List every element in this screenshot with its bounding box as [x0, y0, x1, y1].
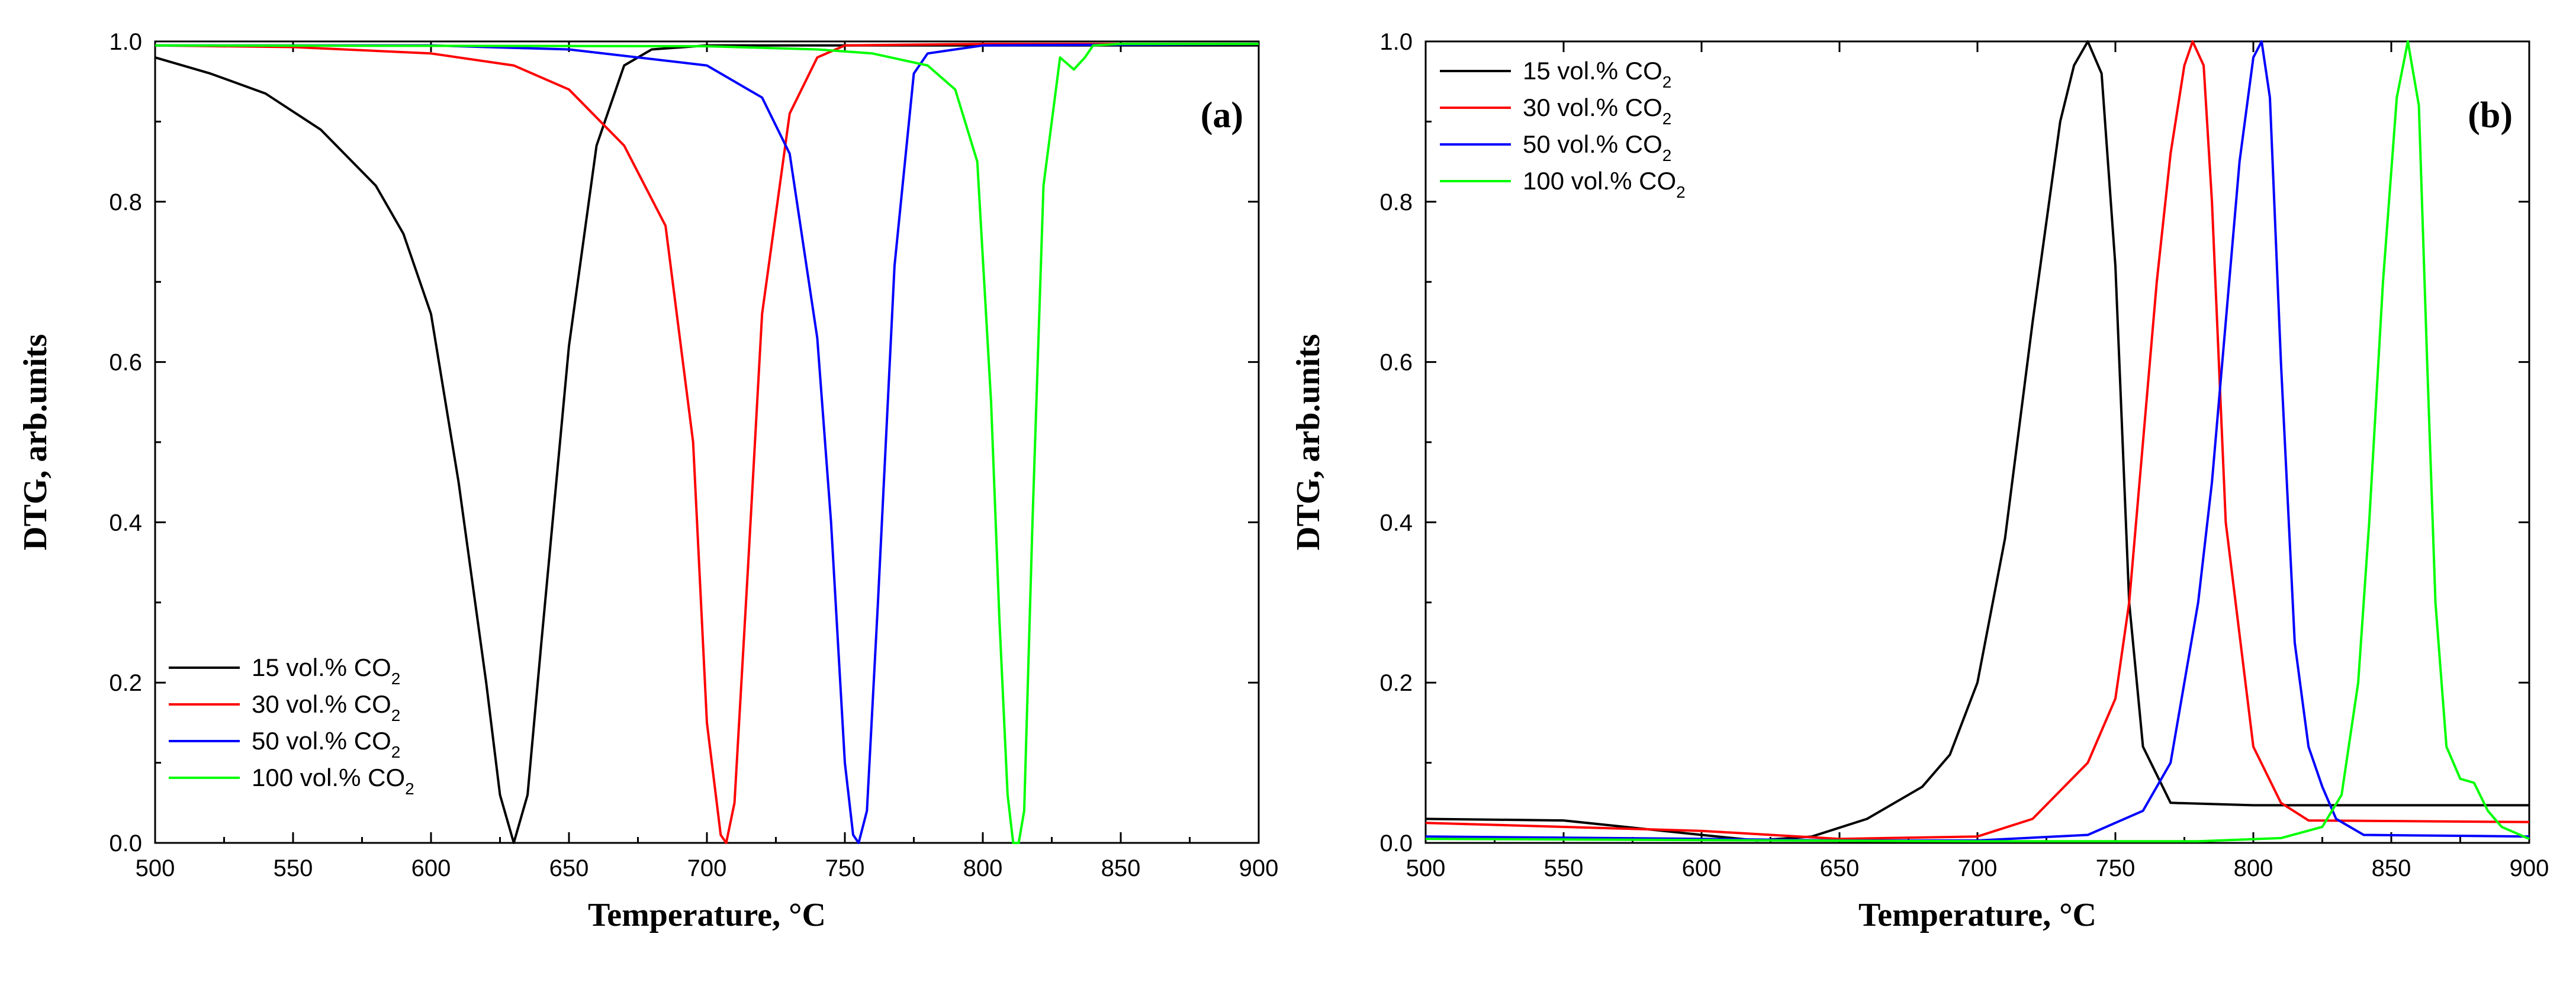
legend-label-1: 30 vol.% CO2 — [252, 690, 400, 725]
series-line-0 — [155, 44, 1259, 844]
panel-b: 500 550 600 650 700 750 800 850 900 0.0 0.2 0.4 0.6 0… — [1290, 29, 2549, 933]
series-line-1 — [1425, 40, 2530, 841]
x-tick-label: 850 — [1101, 855, 1141, 881]
y-tick-label: 0.4 — [1379, 510, 1413, 536]
legend-name: 50 vol.% CO — [252, 727, 391, 755]
legend-label-2: 50 vol.% CO2 — [1523, 130, 1671, 165]
y-tick-label: 1.0 — [109, 29, 142, 55]
legend-name: 15 vol.% CO — [252, 653, 391, 681]
legend-subscript: 2 — [391, 706, 401, 725]
legend-subscript: 2 — [1662, 73, 1672, 91]
legend-label-3: 100 vol.% CO2 — [1523, 167, 1686, 201]
series-line-0 — [1425, 40, 2529, 842]
plot-frame — [1424, 40, 2530, 844]
legend-subscript: 2 — [1676, 183, 1686, 201]
y-tick-label: 0.8 — [1379, 189, 1413, 215]
x-tick-label: 800 — [2234, 855, 2273, 881]
legend-label-0: 15 vol.% CO2 — [252, 653, 400, 688]
legend-subscript: 2 — [391, 669, 401, 688]
panel-a: 500 550 600 650 700 750 800 850 900 0.0 0.2 0.4 0.6 0… — [17, 29, 1278, 933]
x-tick-label: 900 — [2510, 855, 2549, 881]
x-tick-label: 700 — [1958, 855, 1998, 881]
x-axis-title: Temperature, °C — [588, 897, 826, 933]
y-tick-label: 0.2 — [109, 670, 142, 696]
legend-label-2: 50 vol.% CO2 — [252, 727, 400, 761]
x-tick-label: 800 — [963, 855, 1003, 881]
y-axis-title: DTG, arb.units — [1290, 334, 1327, 550]
x-tick-label: 500 — [136, 855, 175, 881]
x-tick-label: 750 — [2096, 855, 2136, 881]
legend-subscript: 2 — [1662, 110, 1672, 128]
x-tick-label: 550 — [274, 855, 313, 881]
legend-subscript: 2 — [1662, 146, 1672, 165]
legend-name: 30 vol.% CO — [1523, 94, 1662, 121]
series-line-1 — [155, 43, 1259, 844]
y-axis-title: DTG, arb.units — [17, 334, 54, 550]
legend-name: 15 vol.% CO — [1523, 57, 1662, 85]
y-tick-label: 0.8 — [109, 189, 142, 215]
x-tick-label: 700 — [687, 855, 727, 881]
x-tick-label: 900 — [1239, 855, 1279, 881]
y-tick-label: 0.2 — [1379, 670, 1413, 696]
y-tick-label: 0.0 — [1379, 830, 1413, 857]
legend-name: 30 vol.% CO — [252, 690, 391, 718]
legend-subscript: 2 — [405, 780, 414, 798]
x-tick-label: 550 — [1544, 855, 1584, 881]
legend-label-0: 15 vol.% CO2 — [1523, 57, 1671, 91]
y-tick-label: 0.0 — [109, 830, 142, 857]
series-line-2 — [155, 43, 1259, 844]
y-tick-label: 0.6 — [109, 350, 142, 376]
legend-name: 100 vol.% CO — [1523, 167, 1676, 195]
x-tick-label: 600 — [1682, 855, 1722, 881]
legend-name: 100 vol.% CO — [252, 764, 405, 791]
y-tick-label: 0.4 — [109, 510, 142, 536]
legend-label-1: 30 vol.% CO2 — [1523, 94, 1671, 128]
series-line-2 — [1425, 40, 2530, 842]
x-tick-label: 600 — [411, 855, 451, 881]
x-tick-label: 650 — [549, 855, 589, 881]
y-tick-label: 0.6 — [1379, 350, 1413, 376]
series-line-3 — [1425, 40, 2530, 843]
x-tick-label: 500 — [1406, 855, 1446, 881]
panel-label: (b) — [2468, 95, 2513, 136]
legend-subscript: 2 — [391, 743, 401, 761]
x-tick-label: 850 — [2372, 855, 2411, 881]
legend-label-3: 100 vol.% CO2 — [252, 764, 414, 798]
series-line-3 — [155, 43, 1259, 844]
x-tick-label: 750 — [825, 855, 865, 881]
y-tick-label: 1.0 — [1379, 29, 1413, 55]
panel-label: (a) — [1201, 95, 1243, 136]
legend-name: 50 vol.% CO — [1523, 130, 1662, 158]
x-tick-label: 650 — [1820, 855, 1860, 881]
x-axis-title: Temperature, °C — [1858, 897, 2096, 933]
